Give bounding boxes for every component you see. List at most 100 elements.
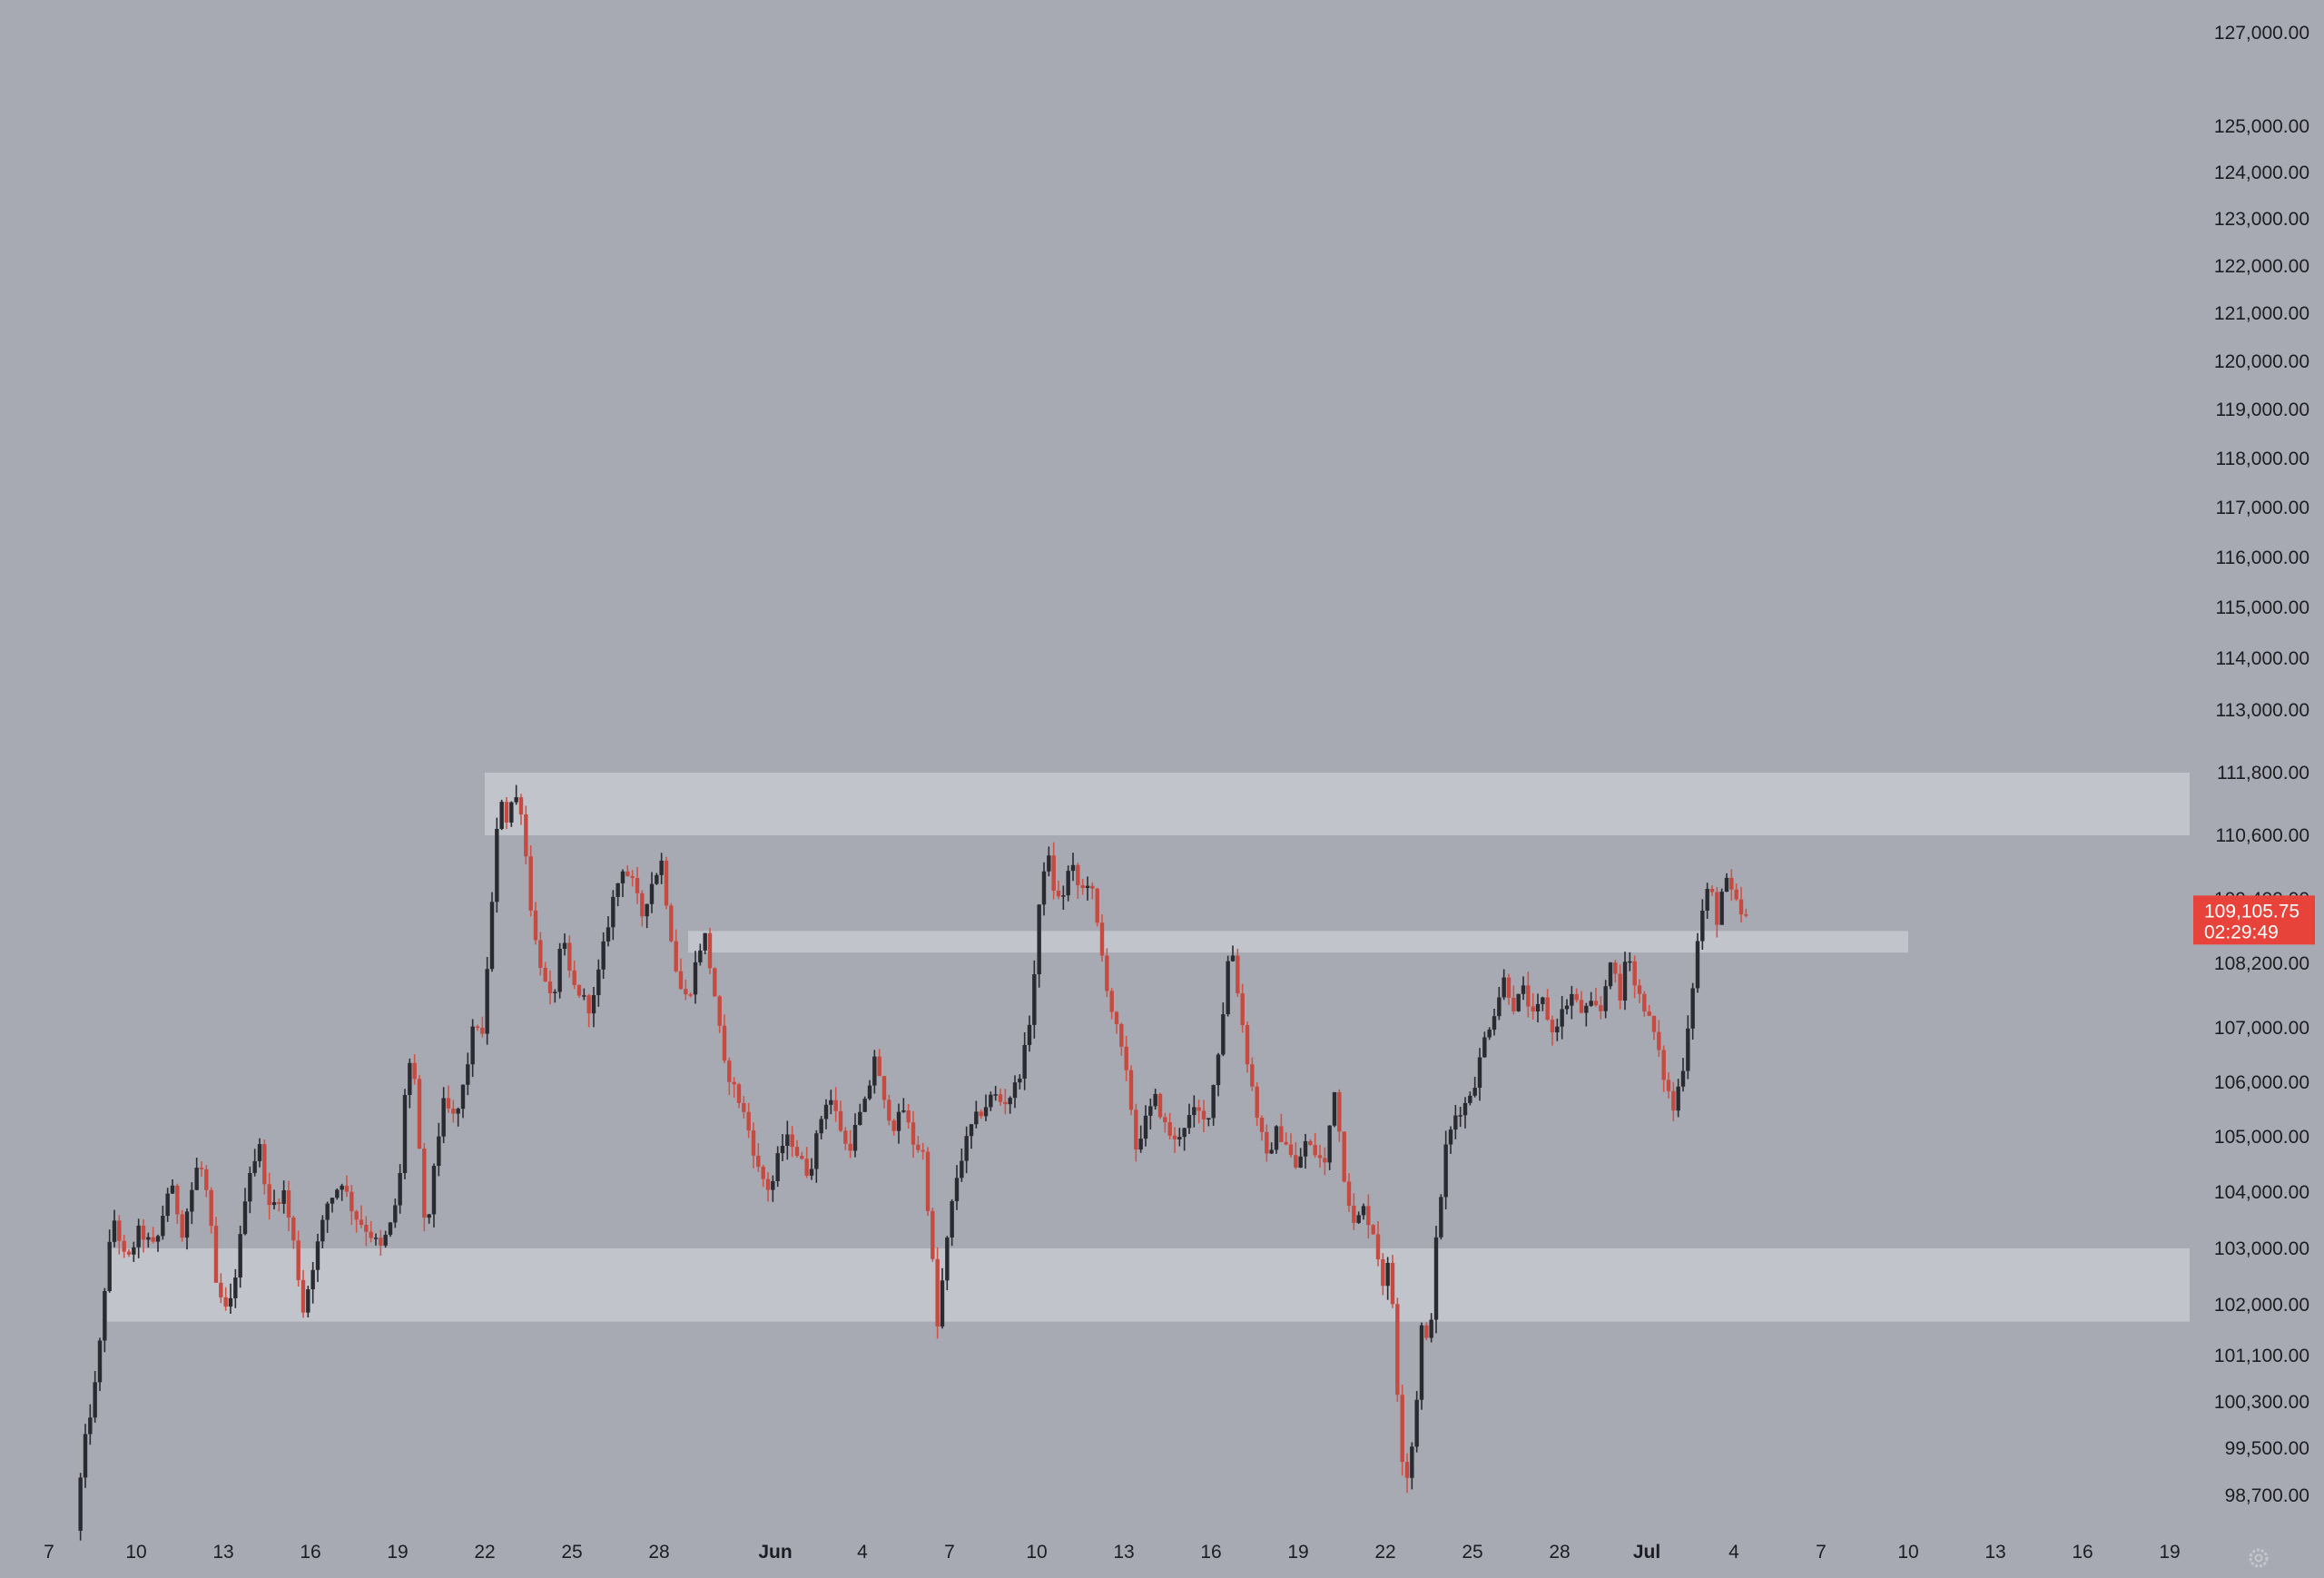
candle [1269, 1142, 1274, 1155]
candle-body [1196, 1107, 1201, 1111]
candle-body [703, 932, 707, 951]
price-badge-background [2193, 895, 2315, 945]
candle-body [1230, 955, 1236, 962]
candle-body [112, 1220, 117, 1242]
candle-body [553, 991, 557, 993]
candle-body [1385, 1262, 1390, 1287]
price-tick-label: 114,000.00 [2215, 648, 2309, 669]
candle-body [1690, 988, 1695, 1029]
candle-body [262, 1144, 267, 1185]
candle-body [209, 1189, 213, 1227]
candle [412, 1054, 417, 1085]
candle [1468, 1091, 1472, 1106]
time-axis[interactable]: 7 10 13 16 19 22 25 28 Jun 4 7 10 13 16 19 22 25 28 Jul 4 7 1… [44, 1542, 2181, 1563]
candle-body [161, 1216, 165, 1237]
candle-body [383, 1235, 388, 1246]
candle-body [495, 828, 499, 902]
candle [819, 1116, 823, 1139]
candle [117, 1215, 122, 1255]
candle-body [1153, 1093, 1157, 1107]
candle-body [300, 1279, 306, 1313]
candle-body [1192, 1107, 1196, 1116]
candle [862, 1096, 867, 1112]
candle [1424, 1322, 1429, 1341]
candle [1027, 1015, 1032, 1052]
candle-body [441, 1098, 446, 1137]
price-tick-label: 99,500.00 [2225, 1438, 2309, 1459]
time-tick-label: 16 [300, 1542, 320, 1563]
candle-body [291, 1217, 296, 1241]
candle [1105, 948, 1109, 998]
candle [1022, 1032, 1027, 1090]
candle-body [960, 1160, 964, 1179]
candle-body [771, 1180, 775, 1190]
time-tick-label: 19 [387, 1542, 408, 1563]
candle [684, 979, 688, 1001]
candle [1342, 1131, 1346, 1183]
candle [310, 1261, 315, 1304]
price-tick-label: 115,000.00 [2215, 597, 2309, 618]
supply-demand-zone[interactable] [107, 1248, 2190, 1322]
candle-body [514, 797, 518, 803]
candle [582, 988, 586, 1001]
candle-body [1012, 1082, 1018, 1099]
candle [979, 1109, 983, 1119]
price-axis[interactable]: 127,000.00 125,000.00 124,000.00 123,000.00… [2214, 23, 2309, 1506]
candle [1443, 1130, 1448, 1209]
candle [1744, 908, 1748, 918]
candle-body [431, 1166, 437, 1215]
candle [1192, 1095, 1196, 1128]
candle [489, 892, 495, 972]
candle [562, 933, 567, 956]
candle-body [1187, 1115, 1192, 1129]
candle-body [1729, 877, 1734, 890]
candle-body [175, 1185, 180, 1215]
candle-body [437, 1136, 441, 1167]
candle-body [335, 1189, 340, 1198]
candle [693, 951, 698, 1004]
candle [1163, 1112, 1167, 1133]
candle-body [1346, 1181, 1352, 1206]
candle [765, 1172, 771, 1202]
candle-body [1201, 1110, 1206, 1120]
candle-body [862, 1099, 867, 1112]
candle [1128, 1065, 1134, 1116]
candle-body [1521, 985, 1526, 994]
candle [402, 1089, 408, 1179]
candle [136, 1218, 141, 1258]
candle [640, 890, 645, 927]
candle [823, 1099, 829, 1129]
candle-body [780, 1146, 785, 1154]
candle-body [1487, 1030, 1492, 1038]
supply-demand-zone[interactable] [485, 773, 2190, 835]
candle-body [151, 1237, 155, 1242]
candle [267, 1172, 271, 1220]
candle [422, 1142, 427, 1232]
candle-body [814, 1133, 819, 1169]
candle-body [732, 1081, 736, 1085]
candle-body [1008, 1098, 1012, 1105]
candle [931, 1208, 935, 1262]
candle [379, 1229, 383, 1257]
candle [727, 1057, 732, 1096]
candle-body [286, 1190, 291, 1218]
candle-body [1541, 997, 1545, 1004]
candle-body [1570, 993, 1574, 1006]
candle [107, 1229, 112, 1293]
candle [804, 1147, 809, 1179]
candle [678, 958, 684, 991]
candle [790, 1126, 794, 1158]
candle-body [1375, 1234, 1381, 1260]
candle [1526, 971, 1531, 1018]
candle [335, 1188, 340, 1200]
candle-body [233, 1277, 238, 1298]
supply-demand-zone[interactable] [688, 931, 1908, 953]
candle [1230, 945, 1236, 962]
candle-body [804, 1159, 809, 1176]
gear-icon[interactable] [2249, 1548, 2269, 1568]
candle-body [872, 1056, 877, 1086]
candle-body [466, 1064, 470, 1085]
candle-body [877, 1056, 881, 1077]
